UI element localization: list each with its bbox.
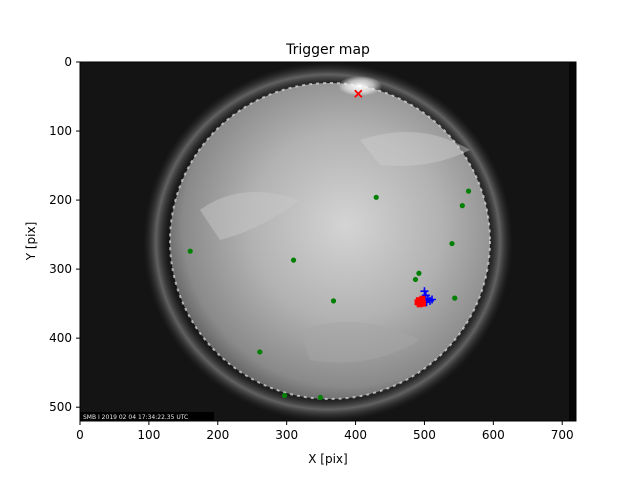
data-point <box>419 295 426 302</box>
chart-title: Trigger map <box>285 42 370 58</box>
x-tick-label: 100 <box>137 428 160 442</box>
y-tick-label: 200 <box>49 193 72 207</box>
data-point <box>414 299 421 306</box>
data-point <box>459 203 465 209</box>
y-axis: 0 100 200 300 400 500 <box>49 55 80 414</box>
y-tick-label: 400 <box>49 331 72 345</box>
data-point <box>282 392 288 399</box>
data-point <box>428 295 437 304</box>
data-points <box>187 89 472 401</box>
y-tick-label: 0 <box>64 55 72 69</box>
x-tick-label: 700 <box>551 428 574 442</box>
data-point <box>257 349 263 355</box>
data-point <box>416 270 422 276</box>
image-timestamp: SMB I 2019 02 04 17:34:22.35 UTC <box>83 414 188 421</box>
x-tick-label: 0 <box>76 428 84 442</box>
data-point <box>420 287 429 296</box>
data-point <box>420 300 427 307</box>
data-point <box>412 276 419 283</box>
x-tick-label: 500 <box>413 428 436 442</box>
plot-frame <box>79 61 577 422</box>
data-point <box>317 394 324 401</box>
y-axis-label: Y [pix] <box>24 222 38 262</box>
x-tick-label: 300 <box>275 428 298 442</box>
data-point <box>290 257 297 263</box>
data-point <box>452 295 458 301</box>
y-tick-label: 300 <box>49 262 72 276</box>
data-point <box>187 248 193 254</box>
data-point <box>449 240 455 247</box>
data-point <box>354 89 363 98</box>
data-point <box>465 188 472 194</box>
sky-camera-image: SMB I 2019 02 04 17:34:22.35 UTC <box>80 62 576 421</box>
x-tick-label: 600 <box>482 428 505 442</box>
data-point <box>373 194 379 200</box>
x-tick-label: 400 <box>344 428 367 442</box>
x-axis-label: X [pix] <box>308 452 347 466</box>
y-tick-label: 500 <box>49 400 72 414</box>
data-point <box>330 298 337 304</box>
x-tick-label: 200 <box>206 428 229 442</box>
x-axis: 0 100 200 300 400 500 600 700 <box>76 421 574 442</box>
y-tick-label: 100 <box>49 124 72 138</box>
